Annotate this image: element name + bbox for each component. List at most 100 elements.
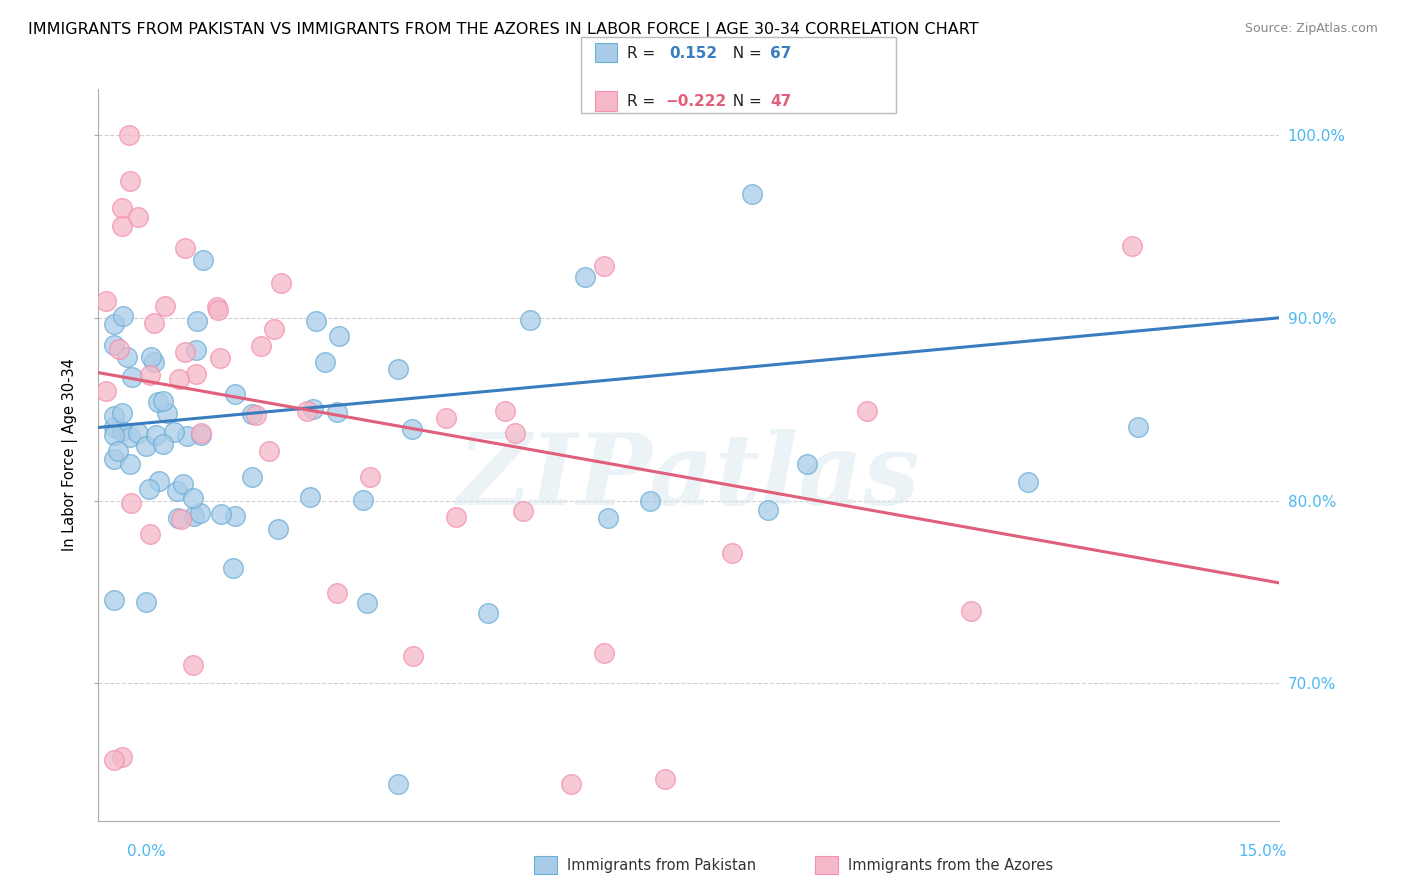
Text: 67: 67 — [770, 46, 792, 61]
Point — [301, 401, 323, 416]
Point — [314, 355, 336, 369]
Point — [169, 371, 191, 385]
Point — [263, 322, 285, 336]
Point — [103, 592, 125, 607]
Point — [1121, 238, 1143, 252]
Text: 0.152: 0.152 — [669, 46, 717, 61]
Point — [170, 511, 193, 525]
Point — [111, 406, 134, 420]
Point — [111, 219, 134, 234]
Point — [138, 368, 160, 382]
Point — [305, 313, 328, 327]
Point — [186, 343, 208, 357]
Point — [188, 506, 211, 520]
Point — [191, 253, 214, 268]
Point — [207, 300, 229, 314]
Point — [176, 429, 198, 443]
Point — [519, 313, 541, 327]
Point — [172, 476, 194, 491]
Point — [856, 404, 879, 418]
Point — [135, 595, 157, 609]
Point — [111, 749, 134, 764]
Point — [127, 425, 149, 440]
Point — [152, 393, 174, 408]
Text: 47: 47 — [770, 95, 792, 109]
Point — [387, 777, 409, 791]
Text: N =: N = — [723, 46, 766, 61]
Point — [142, 316, 165, 330]
Text: R =: R = — [627, 46, 661, 61]
Point — [111, 201, 134, 215]
Point — [190, 425, 212, 440]
Point — [96, 384, 118, 398]
Point — [103, 420, 125, 434]
Point — [103, 428, 125, 442]
Point — [120, 458, 142, 472]
Point — [242, 470, 264, 484]
Point — [654, 772, 676, 786]
Point — [183, 491, 205, 506]
Point — [103, 409, 125, 424]
Point — [592, 646, 614, 660]
Point — [495, 404, 517, 418]
Point — [574, 270, 596, 285]
Point — [183, 509, 205, 524]
Point — [115, 351, 138, 365]
Point — [741, 186, 763, 201]
Point — [156, 406, 179, 420]
Point — [145, 427, 167, 442]
Point — [103, 753, 125, 767]
Point — [249, 339, 271, 353]
Point — [163, 425, 186, 439]
Point — [270, 276, 292, 290]
Point — [118, 430, 141, 444]
Point — [756, 503, 779, 517]
Point — [209, 507, 232, 521]
Text: Immigrants from Pakistan: Immigrants from Pakistan — [567, 858, 756, 872]
Point — [352, 492, 374, 507]
Point — [326, 586, 349, 600]
Text: R =: R = — [627, 95, 661, 109]
Point — [638, 493, 661, 508]
Point — [503, 426, 526, 441]
Point — [139, 350, 162, 364]
Point — [295, 404, 318, 418]
Point — [173, 344, 195, 359]
Point — [120, 496, 142, 510]
Point — [593, 259, 616, 273]
Point — [960, 604, 983, 618]
Point — [103, 338, 125, 352]
Point — [359, 469, 381, 483]
Point — [166, 511, 188, 525]
Point — [139, 527, 162, 541]
Point — [103, 451, 125, 466]
Point — [142, 354, 165, 368]
Point — [444, 510, 467, 524]
Point — [127, 211, 149, 225]
Point — [112, 309, 135, 323]
Point — [328, 328, 350, 343]
Point — [598, 511, 620, 525]
Point — [173, 240, 195, 254]
Point — [111, 424, 134, 438]
Text: Immigrants from the Azores: Immigrants from the Azores — [848, 858, 1053, 872]
Point — [325, 405, 347, 419]
Point — [240, 408, 263, 422]
Point — [402, 649, 425, 664]
Point — [512, 504, 534, 518]
Point — [153, 299, 176, 313]
Point — [224, 509, 246, 524]
Text: 0.0%: 0.0% — [127, 845, 166, 859]
Y-axis label: In Labor Force | Age 30-34: In Labor Force | Age 30-34 — [62, 359, 79, 551]
Point — [209, 351, 232, 366]
Point — [299, 490, 322, 504]
Point — [138, 482, 160, 496]
Point — [152, 436, 174, 450]
Point — [103, 317, 125, 331]
Point — [166, 484, 188, 499]
Point — [224, 387, 246, 401]
Point — [222, 561, 245, 575]
Point — [186, 368, 208, 382]
Point — [387, 362, 409, 376]
Point — [477, 606, 499, 620]
